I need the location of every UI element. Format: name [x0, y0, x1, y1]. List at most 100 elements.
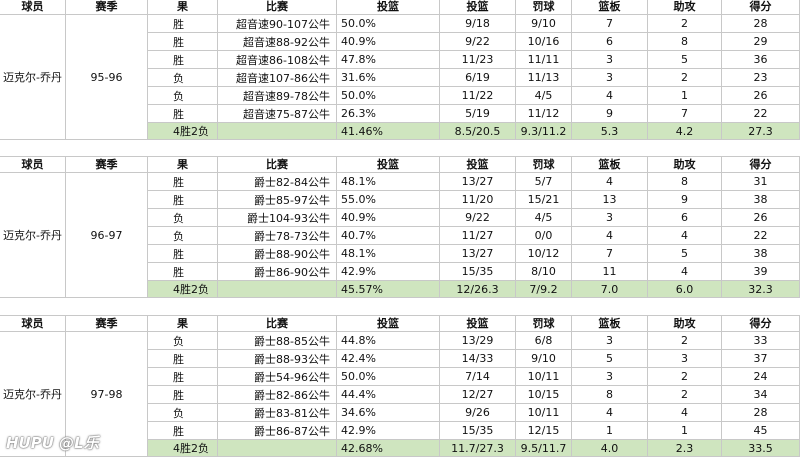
- data-cell: 11/27: [440, 227, 516, 245]
- data-cell: 0/0: [516, 227, 572, 245]
- data-cell: 22: [722, 227, 800, 245]
- data-cell: 3: [572, 51, 648, 69]
- data-cell: 29: [722, 33, 800, 51]
- data-cell: 爵士78-73公牛: [218, 227, 337, 245]
- data-cell: 胜: [148, 105, 218, 123]
- data-cell: 8/10: [516, 263, 572, 281]
- header-cell: 赛季: [66, 0, 148, 15]
- data-cell: 6: [572, 33, 648, 51]
- data-cell: 48.1%: [337, 173, 440, 191]
- data-cell: 28: [722, 15, 800, 33]
- data-cell: 9/22: [440, 33, 516, 51]
- data-cell: 12/27: [440, 386, 516, 404]
- data-cell: 40.9%: [337, 33, 440, 51]
- header-cell: 果: [148, 315, 218, 332]
- watermark: HUPU @L乐: [6, 434, 99, 452]
- data-cell: 10/11: [516, 368, 572, 386]
- data-cell: 超音速90-107公牛: [218, 15, 337, 33]
- table-top-border: [0, 156, 800, 157]
- data-cell: 9/10: [516, 350, 572, 368]
- data-cell: 39: [722, 263, 800, 281]
- header-cell: 罚球: [516, 0, 572, 15]
- data-cell: 31.6%: [337, 69, 440, 87]
- summary-cell: 42.68%: [337, 440, 440, 457]
- summary-empty: [218, 440, 337, 457]
- header-cell: 赛季: [66, 315, 148, 332]
- header-cell: 罚球: [516, 315, 572, 332]
- data-cell: 负: [148, 404, 218, 422]
- data-cell: 42.9%: [337, 422, 440, 440]
- header-cell: 得分: [722, 315, 800, 332]
- data-cell: 5: [648, 51, 722, 69]
- data-cell: 4: [572, 404, 648, 422]
- data-cell: 9/10: [516, 15, 572, 33]
- data-cell: 15/35: [440, 263, 516, 281]
- data-cell: 31: [722, 173, 800, 191]
- header-cell: 比赛: [218, 0, 337, 15]
- data-cell: 爵士104-93公牛: [218, 209, 337, 227]
- data-cell: 11: [572, 263, 648, 281]
- summary-cell: 5.3: [572, 123, 648, 140]
- data-cell: 38: [722, 245, 800, 263]
- data-cell: 胜: [148, 173, 218, 191]
- data-cell: 10/16: [516, 33, 572, 51]
- data-cell: 11/11: [516, 51, 572, 69]
- header-cell: 投篮: [440, 156, 516, 173]
- summary-record: 4胜2负: [148, 440, 218, 457]
- data-cell: 2: [648, 69, 722, 87]
- header-cell: 投篮: [337, 315, 440, 332]
- data-cell: 胜: [148, 51, 218, 69]
- data-cell: 3: [572, 69, 648, 87]
- header-cell: 投篮: [337, 156, 440, 173]
- data-cell: 8: [648, 33, 722, 51]
- summary-record: 4胜2负: [148, 281, 218, 298]
- data-cell: 45: [722, 422, 800, 440]
- data-cell: 37: [722, 350, 800, 368]
- season-cell: 96-97: [66, 173, 148, 298]
- data-cell: 2: [648, 386, 722, 404]
- summary-cell: 2.3: [648, 440, 722, 457]
- data-cell: 23: [722, 69, 800, 87]
- summary-cell: 6.0: [648, 281, 722, 298]
- season-cell: 95-96: [66, 15, 148, 140]
- player-cell: 迈克尔-乔丹: [0, 15, 66, 140]
- data-cell: 爵士54-96公牛: [218, 368, 337, 386]
- data-cell: 3: [572, 209, 648, 227]
- header-cell: 投篮: [337, 0, 440, 15]
- data-cell: 3: [572, 368, 648, 386]
- data-cell: 9/22: [440, 209, 516, 227]
- summary-cell: 4.2: [648, 123, 722, 140]
- data-cell: 3: [648, 350, 722, 368]
- summary-cell: 32.3: [722, 281, 800, 298]
- summary-cell: 7/9.2: [516, 281, 572, 298]
- data-cell: 4/5: [516, 209, 572, 227]
- data-cell: 10/11: [516, 404, 572, 422]
- data-cell: 胜: [148, 422, 218, 440]
- table-top-border: [0, 315, 800, 316]
- summary-cell: 9.5/11.7: [516, 440, 572, 457]
- data-cell: 负: [148, 332, 218, 350]
- data-cell: 超音速107-86公牛: [218, 69, 337, 87]
- summary-cell: 8.5/20.5: [440, 123, 516, 140]
- data-cell: 胜: [148, 368, 218, 386]
- data-cell: 爵士88-85公牛: [218, 332, 337, 350]
- data-cell: 13: [572, 191, 648, 209]
- data-cell: 50.0%: [337, 15, 440, 33]
- data-cell: 6/8: [516, 332, 572, 350]
- data-cell: 爵士83-81公牛: [218, 404, 337, 422]
- data-cell: 42.4%: [337, 350, 440, 368]
- data-cell: 4: [572, 173, 648, 191]
- data-cell: 48.1%: [337, 245, 440, 263]
- summary-cell: 7.0: [572, 281, 648, 298]
- data-cell: 13/29: [440, 332, 516, 350]
- summary-cell: 27.3: [722, 123, 800, 140]
- data-cell: 55.0%: [337, 191, 440, 209]
- data-cell: 胜: [148, 350, 218, 368]
- data-cell: 4: [648, 404, 722, 422]
- summary-cell: 11.7/27.3: [440, 440, 516, 457]
- data-cell: 1: [648, 422, 722, 440]
- data-cell: 超音速88-92公牛: [218, 33, 337, 51]
- header-cell: 助攻: [648, 0, 722, 15]
- data-cell: 47.8%: [337, 51, 440, 69]
